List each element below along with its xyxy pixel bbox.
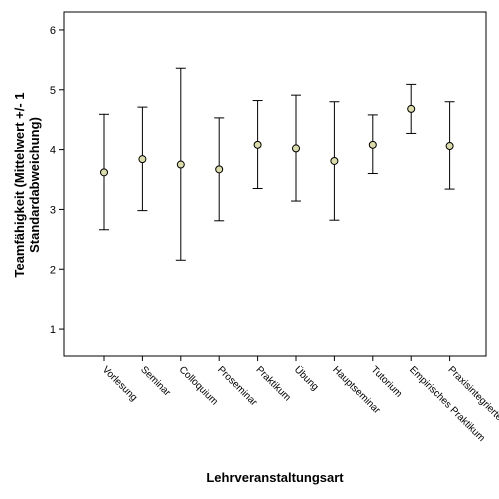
mean-point — [100, 168, 108, 177]
plot-frame — [63, 11, 487, 357]
y-tick-label: 1 — [50, 324, 56, 336]
y-axis-title-line1: Teamfähigkeit (Mittelwert +/- 1 — [12, 92, 27, 277]
mean-point — [368, 140, 377, 149]
x-axis-ticks: Vorlesung Seminar ColloquiumProseminarPrak… — [100, 356, 499, 444]
x-tick-label: Empirisches Praktikum — [407, 364, 487, 444]
y-axis-title-line2: Standardabweichung) — [27, 117, 42, 253]
x-tick-label: Übung — [292, 364, 321, 393]
y-tick-label: 4 — [50, 145, 56, 157]
mean-point — [407, 104, 416, 113]
mean-point — [330, 156, 339, 165]
y-tick-label: 3 — [50, 204, 56, 216]
x-tick-label: Proseminar — [215, 364, 259, 408]
x-axis-title: Lehrveranstaltungsart — [206, 470, 344, 485]
x-tick-label: Colloquium — [177, 364, 220, 407]
error-bars — [99, 67, 455, 261]
x-tick-label: Vorlesung — [100, 364, 139, 403]
mean-point — [445, 142, 454, 151]
mean-point — [215, 165, 224, 174]
mean-point — [176, 160, 185, 169]
y-tick-label: 5 — [50, 85, 56, 97]
x-tick-label: Seminar — [138, 364, 173, 399]
y-tick-label: 6 — [50, 25, 56, 37]
y-axis-ticks: 1 2 3 4 5 6 — [50, 25, 64, 336]
mean-point — [138, 155, 147, 164]
mean-point — [253, 140, 262, 149]
x-tick-label: Tutorium — [369, 364, 404, 399]
mean-markers — [100, 104, 454, 177]
y-tick-label: 2 — [50, 264, 56, 276]
x-tick-label: Praktikum — [253, 364, 292, 403]
mean-point — [292, 144, 300, 153]
